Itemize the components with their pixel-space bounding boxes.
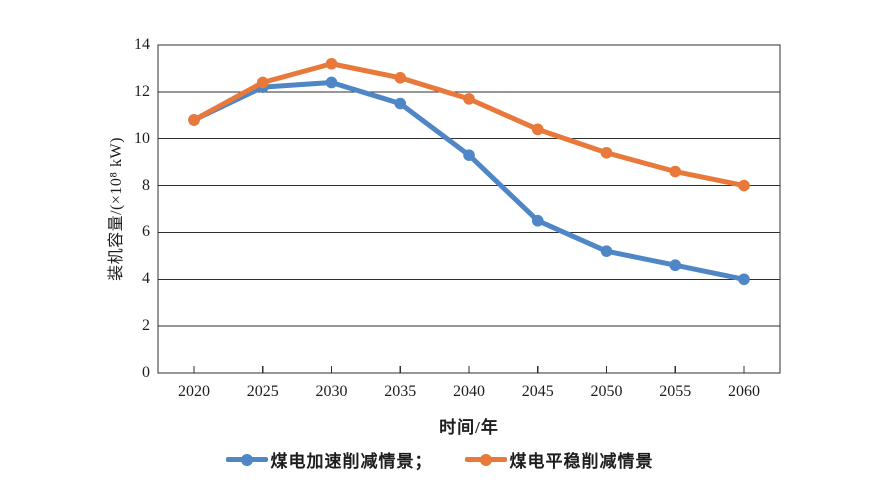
x-tick-label: 2025 — [246, 383, 279, 400]
x-tick-label: 2030 — [315, 383, 348, 400]
legend-label: 煤电加速削减情景； — [270, 452, 433, 471]
legend-label: 煤电平稳削减情景 — [509, 452, 654, 471]
x-tick-label: 2035 — [384, 383, 417, 400]
y-tick-label: 12 — [134, 82, 150, 100]
y-tick-label: 6 — [142, 223, 150, 241]
data-point — [738, 179, 750, 192]
y-tick-label: 2 — [142, 317, 150, 335]
data-point — [600, 146, 613, 159]
data-point — [531, 123, 544, 136]
x-tick-label: 2060 — [728, 383, 760, 400]
line-dot-marker-icon — [464, 453, 507, 466]
y-tick-label: 0 — [142, 364, 150, 381]
data-point — [669, 165, 682, 178]
legend: 煤电加速削减情景； 煤电平稳削减情景 — [0, 447, 879, 472]
line-dot-marker-icon — [225, 453, 268, 466]
x-tick-label: 2045 — [521, 383, 554, 400]
data-point — [394, 72, 407, 84]
data-point — [738, 273, 750, 286]
data-point — [531, 214, 544, 227]
data-point — [325, 57, 338, 70]
x-tick-label: 2040 — [453, 383, 485, 400]
x-tick-label: 2050 — [590, 383, 623, 400]
data-point — [600, 245, 613, 257]
data-point — [463, 93, 475, 105]
x-axis-title: 时间/年 — [439, 418, 499, 437]
legend-item-steady-scenario: 煤电平稳削减情景 — [464, 447, 654, 472]
x-tick-label: 2055 — [659, 383, 692, 400]
data-point — [463, 149, 475, 161]
y-tick-label: 10 — [134, 129, 150, 147]
data-point — [325, 76, 338, 89]
data-point — [188, 114, 200, 126]
y-tick-label: 4 — [142, 270, 150, 288]
series-line-1 — [191, 61, 747, 189]
data-point — [394, 97, 407, 110]
x-tick-label: 2020 — [178, 383, 210, 400]
series-line-0 — [191, 79, 747, 282]
legend-item-accelerated-scenario: 煤电加速削减情景； — [225, 447, 433, 472]
data-point — [669, 259, 682, 272]
y-tick-label: 14 — [134, 36, 150, 53]
data-point — [256, 76, 269, 89]
y-tick-label: 8 — [142, 176, 150, 194]
y-axis-title: 装机容量/(×10⁸ kW) — [108, 137, 125, 281]
